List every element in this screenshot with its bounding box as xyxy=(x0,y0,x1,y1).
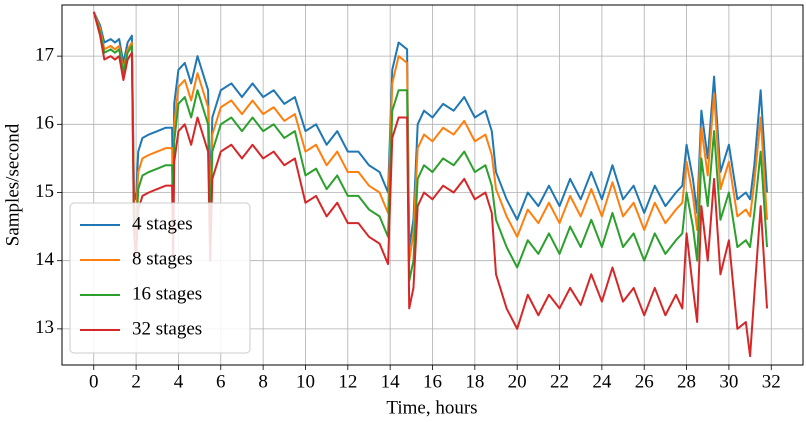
x-tick-label: 8 xyxy=(258,371,268,392)
x-tick-label: 4 xyxy=(174,371,184,392)
x-tick-label: 22 xyxy=(550,371,569,392)
x-tick-label: 30 xyxy=(719,371,738,392)
x-tick-label: 20 xyxy=(508,371,527,392)
x-tick-label: 32 xyxy=(762,371,781,392)
legend-box xyxy=(69,202,251,354)
x-tick-label: 18 xyxy=(465,371,484,392)
legend-label: 8 stages xyxy=(132,248,193,269)
x-tick-label: 28 xyxy=(677,371,696,392)
y-tick-label: 17 xyxy=(35,44,54,65)
x-tick-label: 16 xyxy=(423,371,442,392)
y-tick-label: 13 xyxy=(35,317,54,338)
x-tick-label: 10 xyxy=(296,371,315,392)
y-tick-label: 16 xyxy=(35,113,54,134)
x-tick-label: 2 xyxy=(131,371,141,392)
x-tick-label: 12 xyxy=(338,371,357,392)
series-line xyxy=(92,11,769,249)
y-tick-label: 14 xyxy=(35,249,55,270)
x-tick-label: 24 xyxy=(592,371,612,392)
plot-frame xyxy=(61,4,804,366)
legend: 4 stages 8 stages 16 stages 32 stages xyxy=(69,202,251,354)
x-axis-label: Time, hours xyxy=(386,397,477,418)
x-tick-label: 26 xyxy=(635,371,654,392)
y-axis-label: Samples/second xyxy=(2,123,23,246)
series-line xyxy=(92,11,769,262)
legend-label: 32 stages xyxy=(132,318,202,339)
x-tick-label: 0 xyxy=(89,371,99,392)
y-tick-label: 15 xyxy=(35,181,54,202)
x-tick-label: 6 xyxy=(216,371,226,392)
series-line xyxy=(92,11,769,283)
legend-label: 4 stages xyxy=(132,213,193,234)
legend-label: 16 stages xyxy=(132,283,202,304)
series-line xyxy=(92,11,769,358)
x-tick-label: 14 xyxy=(381,371,401,392)
